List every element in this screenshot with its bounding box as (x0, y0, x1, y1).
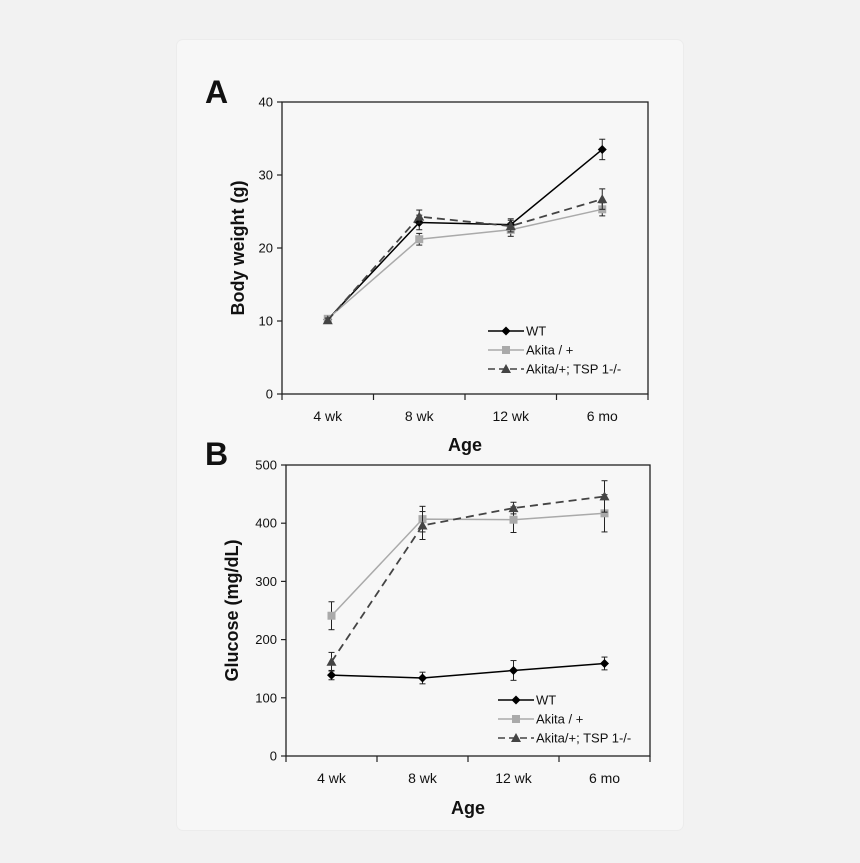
panel-b-legend-label: Akita/+; TSP 1-/- (536, 731, 631, 746)
panel-a-series-2-point (322, 315, 333, 325)
panel-b-y-tick-label: 0 (270, 749, 277, 764)
panel-b: B Glucose (mg/dL) Age 0 100 200 300 400 500 4 … (205, 436, 651, 818)
panel-b-series-2 (326, 480, 610, 672)
panel-b-legend-marker (512, 715, 520, 723)
panel-b-series-0-point (600, 658, 609, 668)
panel-b-series-2-point (326, 656, 337, 666)
panel-a-x-tick-label: 6 mo (587, 408, 618, 424)
panel-a-legend-label: Akita / + (526, 343, 573, 358)
panel-b-series-2-point (508, 503, 519, 513)
panel-a-series-0-line (327, 148, 603, 321)
panel-b-series-1-point (509, 515, 518, 524)
panel-b-y-tick-label: 300 (255, 574, 277, 589)
panel-a-legend: WT Akita / + Akita/+; TSP 1-/- (488, 324, 621, 377)
panel-b-series-1-point (327, 611, 336, 620)
panel-b-series-2-point (417, 520, 428, 530)
panel-b-letter: B (205, 436, 228, 472)
panel-a-y-tick-label: 30 (259, 168, 273, 183)
panel-a-series-2-point (505, 221, 516, 231)
panel-a-x-axis-title: Age (448, 435, 482, 455)
panel-b-x-tick-label: 6 mo (589, 770, 620, 786)
panel-b-legend-label: WT (536, 693, 556, 708)
panel-b-series-0-line (331, 662, 605, 679)
panel-b-y-axis-title: Glucose (mg/dL) (222, 539, 242, 681)
panel-a-legend-marker (502, 346, 510, 354)
panel-b-plot-frame (285, 464, 651, 757)
panel-a-y-axis-title: Body weight (g) (228, 181, 248, 316)
panel-a-y-tick-label: 10 (259, 314, 273, 329)
panel-b-legend-marker (511, 733, 521, 742)
panel-a-x-tick-label: 12 wk (492, 408, 530, 424)
panel-b-series-0-point (327, 670, 336, 680)
panel-b-y-tick-label: 500 (255, 458, 277, 473)
panel-a-y-tick-label: 40 (259, 95, 273, 110)
panel-a-series-1-line (327, 208, 603, 320)
panel-a-series-0-point (597, 144, 607, 154)
panel-a-plot-frame (281, 101, 649, 395)
panel-a-legend-marker (501, 364, 511, 373)
panel-b-series-2-line (330, 495, 605, 663)
panel-b-series-1-line (330, 512, 605, 617)
panel-a-series-2-line (327, 198, 603, 321)
panel-a-legend-label: Akita/+; TSP 1-/- (526, 362, 621, 377)
panel-a-letter: A (205, 74, 228, 110)
panel-b-series-0 (327, 656, 609, 685)
panel-b-y-tick-label: 200 (255, 632, 277, 647)
panel-a-series-2-point (597, 194, 608, 204)
panel-b-series-1-point (600, 509, 609, 518)
panel-a-series-2 (322, 188, 608, 325)
panel-b-series-0-point (509, 665, 518, 675)
panel-a-x-tick-label: 8 wk (405, 408, 435, 424)
panel-a-x-tick-label: 4 wk (313, 408, 343, 424)
panel-b-series-2-point (599, 491, 610, 501)
panel-b-legend-label: Akita / + (536, 712, 583, 727)
panel-a-y-tick-label: 20 (259, 241, 273, 256)
panel-b-x-tick-label: 8 wk (408, 770, 438, 786)
panel-b-legend-marker (511, 695, 521, 705)
panel-b-y-tick-label: 100 (255, 690, 277, 705)
panel-a: A Body weight (g) Age 0 10 20 30 40 4 wk 8 wk 1… (205, 74, 649, 455)
panel-b-x-tick-label: 4 wk (317, 770, 347, 786)
panel-b-y-tick-label: 400 (255, 516, 277, 531)
panel-b-series-0-point (418, 673, 427, 683)
panel-a-series-2-point (414, 211, 425, 221)
panel-b-x-tick-label: 12 wk (495, 770, 533, 786)
panel-a-series-1-point (415, 235, 424, 244)
panel-a-y-tick-label: 0 (266, 387, 273, 402)
panel-b-legend: WT Akita / + Akita/+; TSP 1-/- (498, 693, 631, 746)
panel-b-x-axis-title: Age (451, 798, 485, 818)
panel-a-legend-marker (501, 326, 511, 336)
panel-a-legend-label: WT (526, 324, 546, 339)
